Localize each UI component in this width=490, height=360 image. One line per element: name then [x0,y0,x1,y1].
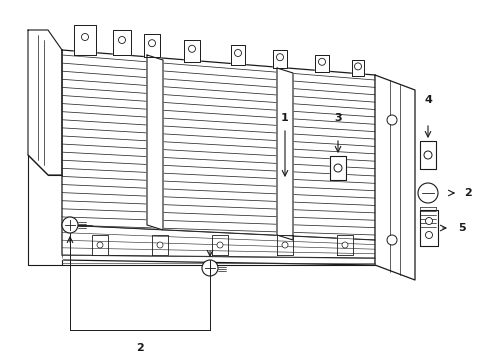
Polygon shape [420,141,436,169]
Polygon shape [337,235,353,255]
Polygon shape [330,156,346,180]
Polygon shape [273,50,287,68]
Circle shape [148,40,155,47]
Text: 4: 4 [424,95,432,105]
Polygon shape [113,30,131,55]
Polygon shape [28,155,62,265]
Circle shape [202,260,218,276]
Circle shape [217,242,223,248]
Polygon shape [28,30,62,175]
Text: 2: 2 [464,188,472,198]
Text: 5: 5 [458,223,466,233]
Polygon shape [315,55,329,72]
Circle shape [318,58,325,65]
Circle shape [119,36,125,44]
Text: 1: 1 [281,113,289,123]
Polygon shape [184,40,200,62]
Circle shape [282,242,288,248]
Polygon shape [212,235,228,255]
Text: 2: 2 [136,343,144,353]
Circle shape [342,242,348,248]
Polygon shape [74,25,96,55]
Polygon shape [147,55,163,230]
Circle shape [425,231,433,238]
Text: 3: 3 [334,113,342,123]
Circle shape [424,151,432,159]
Circle shape [62,217,78,233]
Polygon shape [277,68,293,240]
Polygon shape [62,50,375,265]
Circle shape [81,33,89,40]
Circle shape [97,242,103,248]
Circle shape [354,63,362,70]
Polygon shape [420,210,438,246]
Circle shape [189,45,196,52]
Circle shape [387,115,397,125]
Polygon shape [144,34,160,57]
Circle shape [235,49,242,57]
Polygon shape [277,235,293,255]
Polygon shape [92,235,108,255]
Circle shape [425,217,433,225]
Circle shape [157,242,163,248]
Circle shape [276,54,284,61]
Circle shape [387,235,397,245]
Polygon shape [152,235,168,255]
Polygon shape [231,45,245,65]
Polygon shape [375,75,415,280]
Polygon shape [352,60,364,76]
Circle shape [334,164,342,172]
Circle shape [418,183,438,203]
